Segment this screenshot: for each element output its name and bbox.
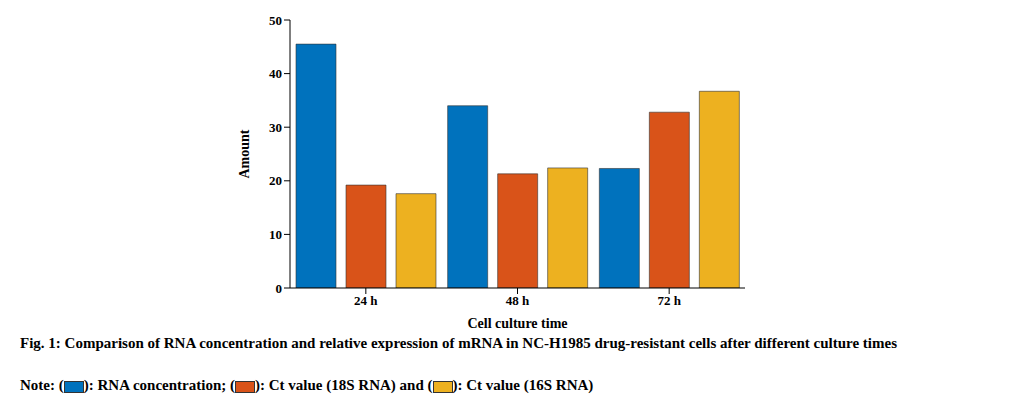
html-text:Fig. 1: Comparison of RNA conc: Fig. 1: Comparison of RNA concentration …	[20, 335, 897, 351]
svg-text:20: 20	[269, 173, 282, 188]
html-text:Note: (: Note: (	[20, 377, 64, 393]
svg-text:Amount: Amount	[237, 129, 252, 178]
svg-text:50: 50	[269, 13, 282, 28]
svg-text:24 h: 24 h	[354, 293, 378, 308]
html-text:): Ct value (18S RNA) and (: ): Ct value (18S RNA) and (	[255, 377, 433, 393]
svg-text:48 h: 48 h	[506, 293, 530, 308]
html-text:): Ct value (16S RNA): ): Ct value (16S RNA)	[452, 377, 594, 393]
svg-text:Cell culture time: Cell culture time	[467, 316, 567, 330]
svg-text:30: 30	[269, 120, 282, 135]
svg-text:72 h: 72 h	[657, 293, 681, 308]
html-text:): RNA concentration; (: ): RNA concentration; (	[83, 377, 235, 393]
svg-text:0: 0	[276, 281, 283, 296]
svg-text:10: 10	[269, 227, 282, 242]
svg-text:40: 40	[269, 66, 282, 81]
